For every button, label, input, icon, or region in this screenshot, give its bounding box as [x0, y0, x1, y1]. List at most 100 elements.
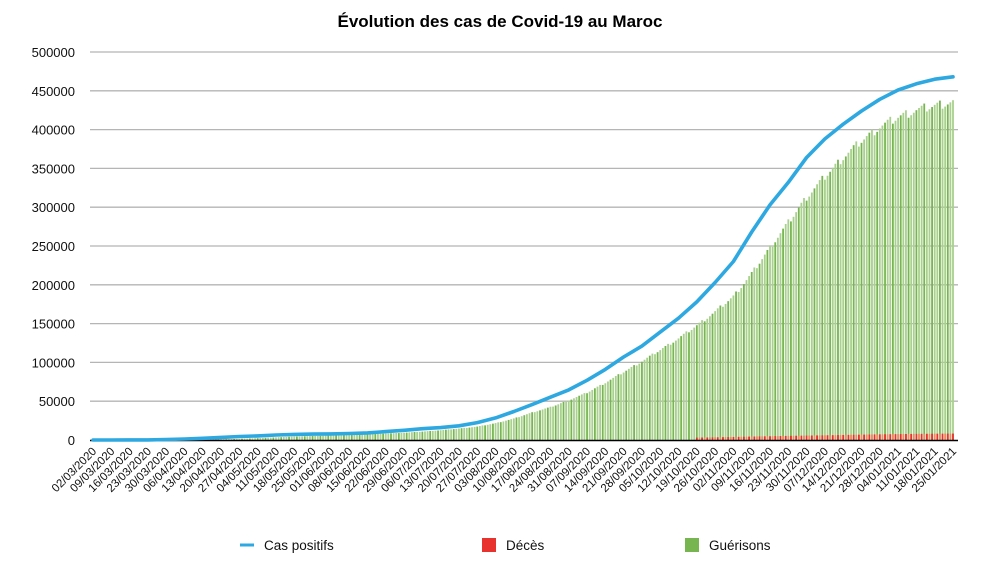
bar-deces: [946, 433, 949, 440]
bar-guerisons: [442, 429, 445, 440]
bar-guerisons: [288, 436, 290, 440]
bar-guerisons: [745, 280, 748, 440]
bar-guerisons: [267, 437, 270, 440]
bar-guerisons: [458, 428, 460, 440]
bar-deces: [729, 437, 732, 440]
bar-guerisons: [374, 433, 377, 440]
bar-guerisons: [766, 249, 769, 440]
bar-guerisons: [648, 355, 651, 440]
bar-guerisons: [400, 432, 403, 440]
legend-item-cas-positifs[interactable]: Cas positifs: [240, 538, 334, 553]
bar-guerisons: [562, 401, 565, 440]
bar-guerisons: [408, 432, 411, 440]
bar-guerisons: [633, 365, 635, 440]
bar-guerisons: [837, 159, 839, 440]
bar-guerisons: [729, 298, 732, 440]
bar-guerisons: [492, 423, 494, 440]
bar-guerisons: [528, 413, 531, 440]
bar-guerisons: [489, 424, 492, 440]
bar-deces: [936, 433, 939, 440]
bar-deces: [784, 435, 787, 440]
bar-guerisons: [931, 107, 933, 440]
bar-guerisons: [316, 435, 319, 440]
bar-guerisons: [850, 148, 852, 441]
bar-guerisons: [915, 110, 918, 440]
bar-guerisons: [235, 438, 238, 440]
bar-deces: [703, 437, 706, 440]
bar-guerisons: [795, 212, 798, 440]
y-tick-label: 400000: [32, 123, 75, 138]
bar-deces: [763, 436, 766, 440]
series-deces-bars: [695, 433, 954, 440]
y-tick-label: 150000: [32, 317, 75, 332]
bar-guerisons: [868, 132, 871, 440]
bar-guerisons: [604, 383, 607, 440]
bar-guerisons: [340, 434, 343, 440]
series-guerisons-bars: [191, 100, 954, 441]
bar-guerisons: [280, 437, 283, 440]
bar-deces: [876, 434, 879, 440]
legend-item-guerisons[interactable]: Guérisons: [685, 538, 771, 553]
bar-guerisons: [486, 424, 489, 440]
bar-guerisons: [298, 436, 301, 440]
bar-guerisons: [429, 430, 432, 440]
y-tick-label: 500000: [32, 45, 75, 60]
bar-guerisons: [698, 322, 701, 440]
bar-guerisons: [431, 430, 434, 440]
bar-deces: [839, 435, 842, 440]
bar-guerisons: [646, 357, 649, 440]
bar-guerisons: [526, 414, 528, 440]
bar-deces: [949, 433, 952, 440]
bar-guerisons: [886, 119, 889, 440]
bar-guerisons: [682, 333, 685, 440]
bar-guerisons: [450, 429, 453, 440]
bar-deces: [740, 436, 743, 440]
bar-guerisons: [884, 122, 886, 440]
bar-deces: [722, 437, 724, 440]
bar-guerisons: [233, 438, 236, 440]
bar-guerisons: [567, 400, 570, 440]
bar-deces: [766, 436, 769, 440]
bar-deces: [716, 437, 719, 440]
bar-guerisons: [821, 175, 824, 441]
bar-guerisons: [894, 120, 897, 441]
bar-deces: [884, 434, 886, 440]
bar-guerisons: [939, 100, 941, 440]
bar-guerisons: [593, 388, 596, 440]
bar-guerisons: [254, 438, 256, 440]
bar-guerisons: [413, 431, 416, 440]
bar-deces: [891, 434, 894, 440]
bar-guerisons: [826, 175, 829, 441]
bar-guerisons: [230, 439, 233, 440]
bar-guerisons: [552, 406, 554, 440]
bar-guerisons: [839, 164, 842, 440]
y-tick-label: 0: [68, 433, 75, 448]
bar-guerisons: [899, 115, 902, 440]
bar-guerisons: [575, 397, 578, 440]
bar-guerisons: [217, 439, 220, 440]
bar-deces: [928, 433, 931, 440]
bar-deces: [735, 436, 737, 440]
bar-guerisons: [241, 438, 243, 440]
bar-deces: [878, 434, 881, 440]
bar-guerisons: [732, 295, 735, 440]
bar-guerisons: [643, 359, 646, 440]
bar-guerisons: [852, 145, 855, 440]
y-tick-label: 250000: [32, 239, 75, 254]
bar-deces: [871, 434, 873, 440]
bar-guerisons: [779, 233, 782, 440]
bar-guerisons: [677, 338, 680, 440]
bar-deces: [881, 434, 884, 440]
bar-deces: [857, 434, 860, 440]
bar-guerisons: [322, 435, 324, 440]
bar-guerisons: [941, 108, 944, 440]
legend-swatch-guerisons: [685, 538, 699, 552]
bar-guerisons: [256, 438, 259, 440]
bar-deces: [792, 435, 795, 440]
legend-item-deces[interactable]: Décès: [482, 538, 545, 553]
bar-deces: [952, 433, 954, 440]
bar-guerisons: [578, 395, 581, 440]
bar-guerisons: [690, 329, 693, 440]
bar-guerisons: [337, 435, 340, 440]
bar-guerisons: [580, 394, 583, 440]
